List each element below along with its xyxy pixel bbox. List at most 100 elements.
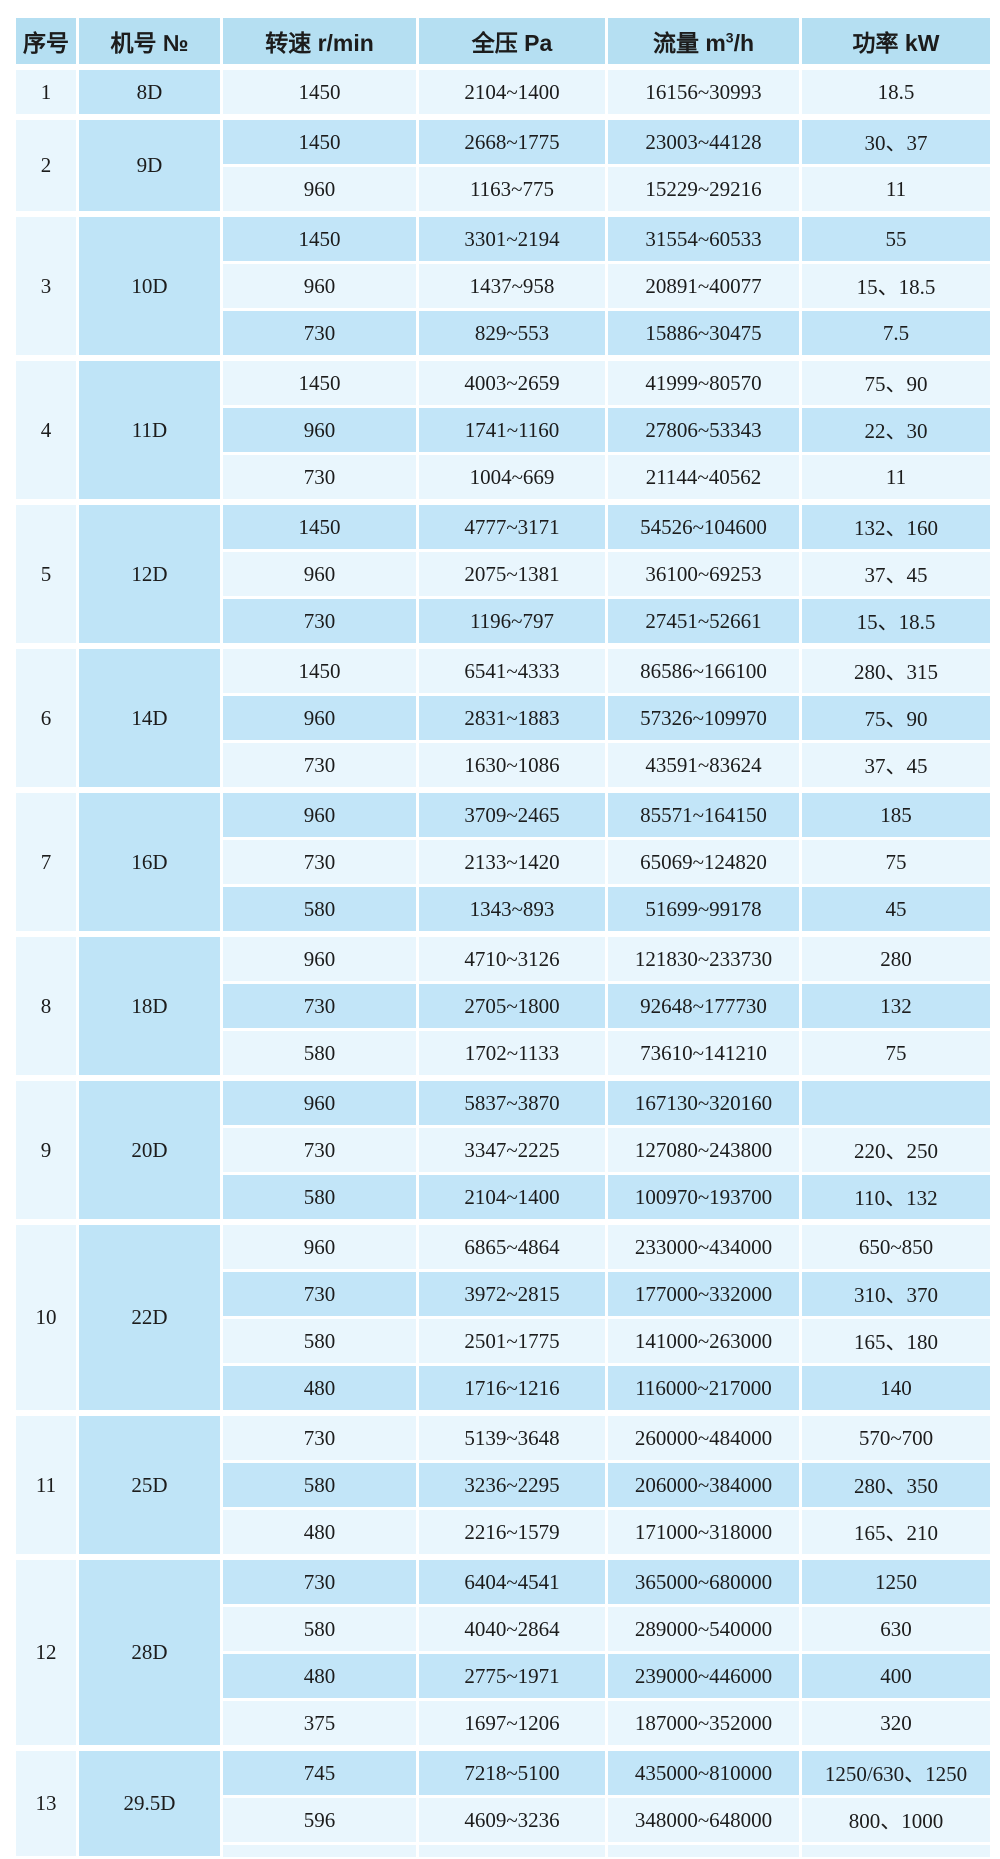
power-cell: 75、90 [799, 355, 993, 408]
table-row: 730 3347~2225 127080~243800 220、250 [15, 1125, 993, 1175]
pressure-cell: 1343~893 [416, 884, 608, 936]
pressure-cell: 1741~1160 [416, 405, 608, 455]
table-row: 730 3972~2815 177000~332000 310、370 [15, 1269, 993, 1319]
flow-cell: 365000~680000 [605, 1554, 802, 1607]
speed-cell: 960 [220, 164, 419, 216]
fan-model-cell: 22D [76, 1219, 223, 1415]
serial-number-cell: 7 [13, 787, 79, 936]
pressure-cell: 7218~5100 [416, 1745, 608, 1798]
power-cell: 280、315 [799, 643, 993, 696]
flow-cell: 27806~53343 [605, 405, 802, 455]
table-row: 4 11D 1450 4003~2659 41999~80570 75、90 [13, 355, 993, 504]
pressure-cell: 4003~2659 [416, 355, 608, 408]
table-row: 730 1630~1086 43591~83624 37、45 [15, 740, 993, 792]
power-cell: 15、18.5 [799, 261, 993, 311]
speed-cell: 1450 [220, 643, 419, 696]
pressure-cell: 2705~1800 [416, 981, 608, 1031]
superscript-3: 3 [725, 29, 734, 46]
speed-cell: 960 [220, 261, 419, 311]
fan-model-cell: 18D [76, 931, 223, 1080]
table-row: 12 28D 730 6404~4541 365000~680000 1250 [13, 1554, 993, 1750]
table-header-row: 序号 机号 № 转速 r/min 全压 Pa 流量 m3/h 功率 kW [13, 15, 993, 70]
serial-number-cell: 9 [13, 1075, 79, 1224]
flow-cell: 27451~52661 [605, 596, 802, 648]
table-body: 1 8D 1450 2104~1400 16156~30993 18.5 2 9D 1450 26… [13, 64, 993, 1859]
table-row: 11 25D 730 5139~3648 260000~484000 570~700 [13, 1410, 993, 1559]
table-row: 480 2775~1971 239000~446000 400 [15, 1651, 993, 1701]
power-cell: 630 [799, 1604, 993, 1654]
power-cell: 140 [799, 1363, 993, 1415]
serial-number-cell: 13 [13, 1745, 79, 1859]
fan-model-cell: 29.5D [76, 1745, 223, 1859]
flow-cell: 260000~484000 [605, 1410, 802, 1463]
serial-number-cell: 6 [13, 643, 79, 792]
table-row: 2 9D 1450 2668~1775 23003~44128 30、37 [13, 114, 993, 216]
speed-cell: 730 [220, 452, 419, 504]
table-row: 480 2216~1579 171000~318000 165、210 [15, 1507, 993, 1559]
flow-cell: 73610~141210 [605, 1028, 802, 1080]
speed-cell: 596 [220, 1795, 419, 1845]
power-cell: 280 [799, 931, 993, 984]
power-cell: 280、350 [799, 1460, 993, 1510]
table-row: 960 2831~1883 57326~109970 75、90 [15, 693, 993, 743]
flow-cell: 233000~434000 [605, 1219, 802, 1272]
speed-cell: 960 [220, 931, 419, 984]
power-cell: 37、45 [799, 740, 993, 792]
speed-cell: 480 [220, 1507, 419, 1559]
fan-model-cell: 11D [76, 355, 223, 504]
serial-number-cell: 2 [13, 114, 79, 216]
flow-cell: 141000~263000 [605, 1316, 802, 1366]
serial-number-cell: 1 [13, 64, 79, 119]
power-cell: 55 [799, 211, 993, 264]
fan-model-cell: 14D [76, 643, 223, 792]
power-cell [799, 1075, 993, 1128]
power-cell: 650~850 [799, 1219, 993, 1272]
column-header-model: 机号 № [76, 15, 223, 70]
pressure-cell: 3301~2194 [416, 211, 608, 264]
flow-cell: 85571~164150 [605, 787, 802, 840]
table-row: 730 1004~669 21144~40562 11 [15, 452, 993, 504]
power-cell: 320 [799, 1698, 993, 1750]
power-cell: 400 [799, 1651, 993, 1701]
flow-cell: 116000~217000 [605, 1363, 802, 1415]
speed-cell: 730 [220, 981, 419, 1031]
column-header-serial: 序号 [13, 15, 79, 70]
speed-cell: 580 [220, 884, 419, 936]
flow-cell: 31554~60533 [605, 211, 802, 264]
table-row: 580 1702~1133 73610~141210 75 [15, 1028, 993, 1080]
pressure-cell: 1437~958 [416, 261, 608, 311]
table-row: 960 1437~958 20891~40077 15、18.5 [15, 261, 993, 311]
pressure-cell: 1196~797 [416, 596, 608, 648]
speed-cell: 960 [220, 1075, 419, 1128]
flow-cell: 23003~44128 [605, 114, 802, 167]
flow-cell: 15229~29216 [605, 164, 802, 216]
power-cell: 22、30 [799, 405, 993, 455]
flow-cell: 206000~384000 [605, 1460, 802, 1510]
flow-cell: 435000~810000 [605, 1745, 802, 1798]
speed-cell: 730 [220, 596, 419, 648]
pressure-cell: 4710~3126 [416, 931, 608, 984]
fan-model-cell: 8D [76, 64, 223, 119]
table-row: 7 16D 960 3709~2465 85571~164150 185 [13, 787, 993, 936]
speed-cell: 730 [220, 740, 419, 792]
speed-cell: 960 [220, 549, 419, 599]
serial-number-cell: 3 [13, 211, 79, 360]
table-row: 13 29.5D 745 7218~5100 435000~810000 1250/630… [13, 1745, 993, 1859]
cropped-cell [605, 1842, 802, 1857]
pressure-cell: 4609~3236 [416, 1795, 608, 1845]
table-row: 960 2075~1381 36100~69253 37、45 [15, 549, 993, 599]
power-cell: 165、180 [799, 1316, 993, 1366]
flow-cell: 86586~166100 [605, 643, 802, 696]
table-row: 580 3236~2295 206000~384000 280、350 [15, 1460, 993, 1510]
flow-cell: 167130~320160 [605, 1075, 802, 1128]
flow-cell: 127080~243800 [605, 1125, 802, 1175]
table-row: 580 1343~893 51699~99178 45 [15, 884, 993, 936]
flow-cell: 348000~648000 [605, 1795, 802, 1845]
speed-cell: 580 [220, 1460, 419, 1510]
pressure-cell: 2104~1400 [416, 1172, 608, 1224]
speed-cell: 480 [220, 1651, 419, 1701]
pressure-cell: 3709~2465 [416, 787, 608, 840]
pressure-cell: 2668~1775 [416, 114, 608, 167]
power-cell: 800、1000 [799, 1795, 993, 1845]
